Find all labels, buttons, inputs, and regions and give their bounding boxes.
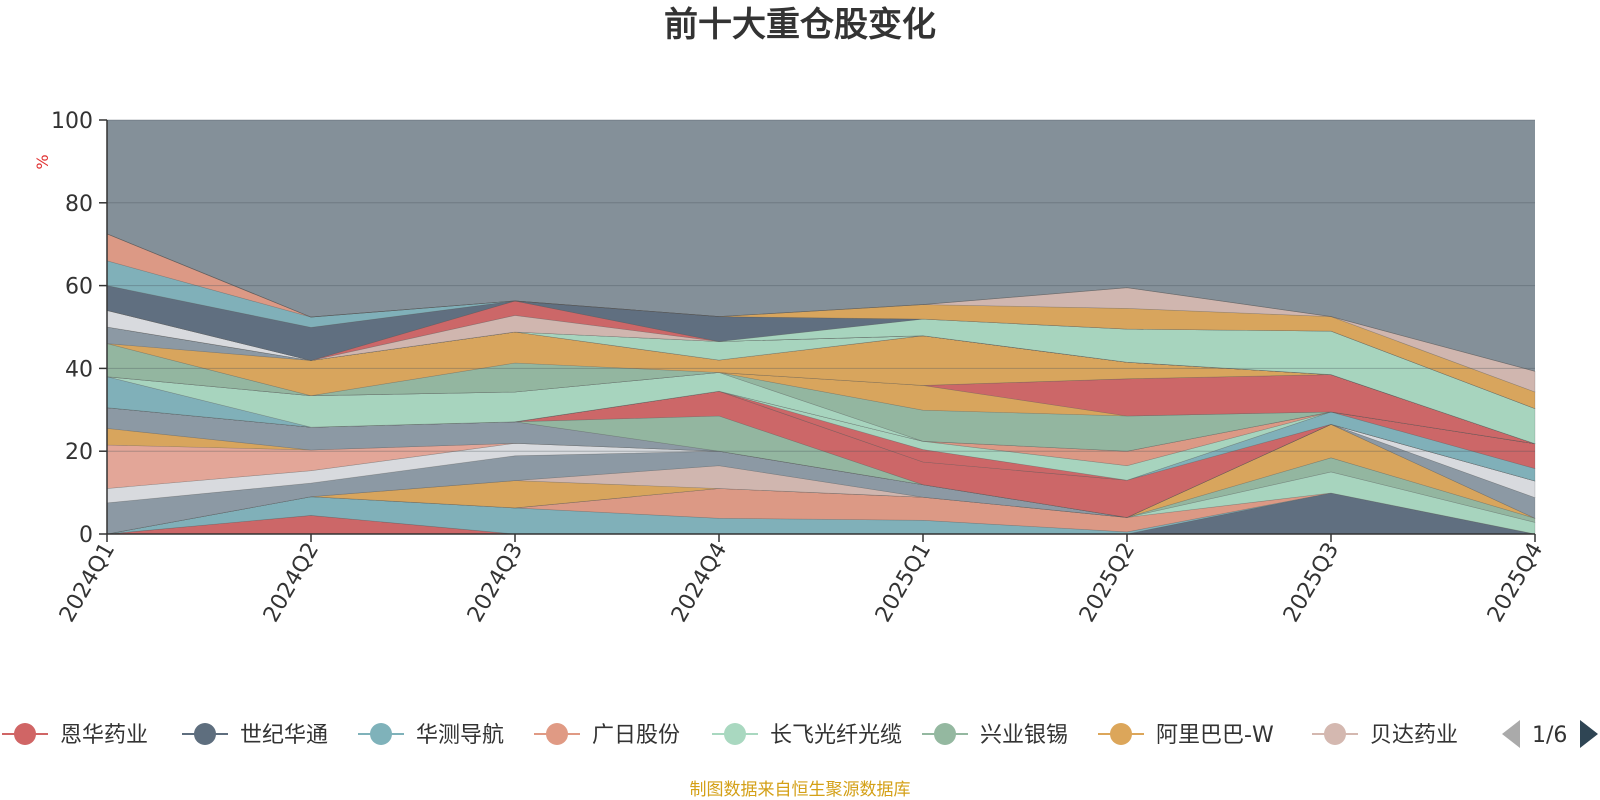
- y-tick-label-40: 40: [65, 357, 93, 382]
- legend-item-0[interactable]: 恩华药业: [2, 723, 148, 748]
- legend-marker-5: [934, 723, 956, 745]
- x-tick-label-2025Q3: 2025Q3: [1279, 539, 1344, 627]
- y-tick-label-60: 60: [65, 275, 93, 300]
- legend-item-7[interactable]: 贝达药业: [1312, 723, 1458, 748]
- source-note: 制图数据来自恒生聚源数据库: [690, 780, 911, 800]
- y-axis-label: %: [33, 154, 52, 169]
- x-tick-label-2024Q3: 2024Q3: [463, 539, 528, 627]
- legend-marker-7: [1324, 723, 1346, 745]
- legend-label-0: 恩华药业: [60, 723, 148, 748]
- x-tick-label-2025Q2: 2025Q2: [1075, 539, 1140, 627]
- legend-marker-4: [724, 723, 746, 745]
- y-tick-label-0: 0: [79, 523, 93, 548]
- x-tick-label-2024Q4: 2024Q4: [667, 539, 732, 627]
- legend-item-5[interactable]: 兴业银锡: [922, 723, 1068, 748]
- legend[interactable]: 恩华药业 世纪华通 华测导航 广日股份 长飞光纤光缆 兴业银锡 阿里巴巴-W 贝达药业 1/6: [2, 720, 1598, 748]
- legend-label-1: 世纪华通: [240, 723, 328, 748]
- area-band-9: [106, 423, 1536, 518]
- area-series-5: [106, 457, 1536, 535]
- legend-label-4: 长飞光纤光缆: [770, 723, 902, 748]
- legend-page-indicator: 1/6: [1532, 723, 1567, 748]
- legend-item-1[interactable]: 世纪华通: [182, 723, 328, 748]
- x-tick-label-2025Q1: 2025Q1: [871, 539, 936, 627]
- legend-label-5: 兴业银锡: [980, 723, 1068, 748]
- legend-prev-arrow-icon[interactable]: [1502, 720, 1520, 748]
- legend-marker-2: [370, 723, 392, 745]
- area-band-34: [106, 300, 1536, 445]
- legend-next-arrow-icon[interactable]: [1580, 720, 1598, 748]
- y-tick-label-80: 80: [65, 192, 93, 217]
- legend-item-4[interactable]: 长飞光纤光缆: [712, 723, 902, 748]
- gridlines: [107, 119, 1535, 452]
- x-tick-label-2025Q4: 2025Q4: [1483, 539, 1548, 627]
- x-tick-label-2024Q1: 2024Q1: [55, 539, 120, 627]
- area-series-4: [106, 471, 1536, 535]
- area-band-38: [106, 233, 1536, 410]
- legend-marker-1: [194, 723, 216, 745]
- x-tick-label-2024Q2: 2024Q2: [259, 539, 324, 627]
- legend-marker-6: [1110, 723, 1132, 745]
- y-tick-label-100: 100: [51, 109, 93, 134]
- area-band-39: [106, 233, 1536, 393]
- area-series-group: [106, 233, 1536, 535]
- legend-label-2: 华测导航: [416, 723, 504, 748]
- legend-item-3[interactable]: 广日股份: [534, 723, 680, 748]
- legend-item-2[interactable]: 华测导航: [358, 723, 504, 748]
- area-band-41: [106, 233, 1536, 372]
- legend-label-3: 广日股份: [592, 723, 680, 748]
- legend-item-6[interactable]: 阿里巴巴-W: [1098, 723, 1274, 748]
- chart-title: 前十大重仓股变化: [664, 5, 936, 45]
- legend-marker-0: [14, 723, 36, 745]
- y-tick-label-20: 20: [65, 440, 93, 465]
- legend-marker-3: [546, 723, 568, 745]
- legend-label-6: 阿里巴巴-W: [1156, 723, 1274, 748]
- legend-label-7: 贝达药业: [1370, 723, 1458, 748]
